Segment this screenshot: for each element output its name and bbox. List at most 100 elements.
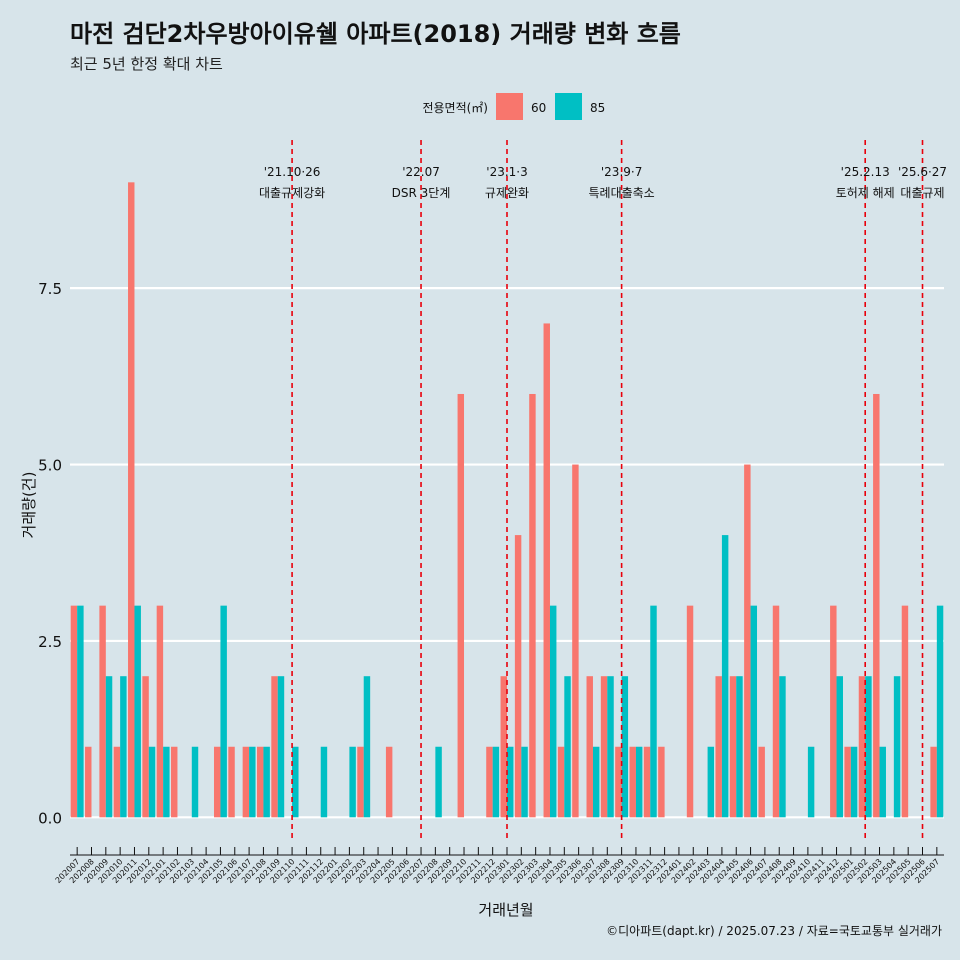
bar-60-202402 bbox=[686, 605, 694, 818]
bar-85-202403 bbox=[707, 746, 715, 818]
bar-85-202405 bbox=[736, 676, 743, 818]
bar-85-202107 bbox=[249, 746, 256, 818]
bar-60-202205 bbox=[385, 746, 393, 818]
chart-title: 마전 검단2차우방아이유쉘 아파트(2018) 거래량 변화 흐름 bbox=[70, 20, 681, 48]
bar-85-202308 bbox=[607, 676, 614, 818]
bar-85-202112 bbox=[320, 746, 328, 818]
y-tick-label: 7.5 bbox=[38, 280, 62, 298]
bar-85-202007 bbox=[77, 605, 84, 818]
bar-85-202504 bbox=[893, 676, 901, 818]
bar-60-202310 bbox=[629, 746, 636, 818]
legend-swatch-85 bbox=[555, 93, 582, 120]
bar-60-202405 bbox=[729, 676, 737, 818]
annotation-label: 특례대출축소 bbox=[588, 186, 654, 200]
chart-subtitle: 최근 5년 한정 확대 차트 bbox=[70, 55, 223, 73]
bar-85-202009 bbox=[105, 676, 113, 818]
bar-85-202302 bbox=[521, 746, 528, 818]
annotation-label: 대출규제 bbox=[900, 186, 944, 200]
bar-85-202501 bbox=[850, 746, 858, 818]
bar-85-202404 bbox=[721, 535, 729, 818]
annotation-date: '23.9·7 bbox=[601, 165, 642, 179]
bar-60-202012 bbox=[142, 676, 149, 818]
bar-60-202101 bbox=[156, 605, 164, 818]
bar-60-202106 bbox=[228, 746, 235, 818]
bar-60-202108 bbox=[256, 746, 264, 818]
bar-60-202309 bbox=[615, 746, 622, 818]
bar-60-202102 bbox=[171, 746, 178, 818]
bars bbox=[70, 182, 944, 818]
bar-60-202503 bbox=[873, 393, 880, 818]
bar-85-202305 bbox=[564, 676, 571, 818]
bar-60-202305 bbox=[557, 746, 565, 818]
x-axis-label: 거래년월 bbox=[478, 901, 533, 919]
bar-60-202311 bbox=[643, 746, 651, 818]
bar-60-202302 bbox=[514, 535, 522, 818]
bar-60-202107 bbox=[242, 746, 250, 818]
bar-60-202404 bbox=[715, 676, 722, 818]
annotation-date: '21.10·26 bbox=[264, 165, 321, 179]
bar-60-202210 bbox=[457, 393, 465, 818]
bar-60-202307 bbox=[586, 676, 593, 818]
bar-60-202407 bbox=[758, 746, 765, 818]
bar-85-202010 bbox=[120, 676, 127, 818]
bar-60-202501 bbox=[844, 746, 851, 818]
annotation-label: 대출규제강화 bbox=[259, 186, 325, 200]
bar-60-202412 bbox=[830, 605, 837, 818]
bar-60-202502 bbox=[858, 676, 866, 818]
bar-85-202109 bbox=[277, 676, 285, 818]
bar-85-202304 bbox=[549, 605, 557, 818]
bar-60-202507 bbox=[930, 746, 937, 818]
legend-swatch-60 bbox=[496, 93, 523, 120]
bar-60-202009 bbox=[99, 605, 106, 818]
y-tick-label: 5.0 bbox=[38, 457, 62, 475]
annotation-label: 규제완화 bbox=[485, 186, 529, 200]
annotation-lines bbox=[291, 140, 924, 842]
legend: 전용면적(㎡) 60 85 bbox=[422, 93, 605, 120]
legend-label-85: 85 bbox=[590, 101, 605, 115]
bar-60-202308 bbox=[600, 676, 608, 818]
annotation-label: DSR 3단계 bbox=[392, 186, 451, 200]
bar-85-202202 bbox=[349, 746, 356, 818]
y-tick-label: 2.5 bbox=[38, 633, 62, 651]
bar-85-202410 bbox=[807, 746, 815, 818]
bar-60-202011 bbox=[128, 182, 135, 818]
bar-85-202110 bbox=[292, 746, 299, 818]
annotation-label: 토허제 해제 bbox=[836, 186, 895, 200]
bar-60-202301 bbox=[500, 676, 507, 818]
bar-85-202412 bbox=[836, 676, 843, 818]
bar-85-202101 bbox=[163, 746, 170, 818]
annotation-date: '22.07 bbox=[402, 165, 440, 179]
annotation-date: '23.1·3 bbox=[486, 165, 527, 179]
y-axis-label: 거래량(건) bbox=[20, 472, 38, 539]
bar-85-202203 bbox=[363, 676, 371, 818]
y-axis: 0.0 2.5 5.0 7.5 bbox=[38, 280, 62, 827]
bar-60-202008 bbox=[85, 746, 92, 818]
bar-85-202502 bbox=[865, 676, 872, 818]
bar-85-202307 bbox=[592, 746, 600, 818]
bar-85-202012 bbox=[148, 746, 156, 818]
bar-60-202304 bbox=[543, 323, 550, 818]
bar-85-202105 bbox=[220, 605, 227, 818]
bar-85-202301 bbox=[507, 746, 514, 818]
chart-caption: ©디아파트(dapt.kr) / 2025.07.23 / 자료=국토교통부 실… bbox=[606, 924, 942, 938]
bar-85-202212 bbox=[492, 746, 500, 818]
bar-60-202212 bbox=[486, 746, 493, 818]
bar-85-202406 bbox=[750, 605, 758, 818]
bar-60-202109 bbox=[271, 676, 278, 818]
annotation-labels: '21.10·26 대출규제강화 '22.07 DSR 3단계 '23.1·3 규제완화 '… bbox=[259, 165, 947, 200]
annotation-date: '25.6·27 bbox=[898, 165, 947, 179]
bar-60-202406 bbox=[744, 464, 751, 818]
legend-label-60: 60 bbox=[531, 101, 546, 115]
bar-85-202103 bbox=[191, 746, 199, 818]
bar-85-202309 bbox=[621, 676, 629, 818]
y-tick-label: 0.0 bbox=[38, 809, 62, 827]
bar-85-202011 bbox=[134, 605, 141, 818]
bar-85-202408 bbox=[779, 676, 786, 818]
bar-60-202505 bbox=[901, 605, 909, 818]
bar-85-202311 bbox=[650, 605, 657, 818]
bar-60-202010 bbox=[113, 746, 121, 818]
bar-85-202108 bbox=[263, 746, 270, 818]
bar-85-202310 bbox=[635, 746, 643, 818]
bar-60-202105 bbox=[213, 746, 221, 818]
